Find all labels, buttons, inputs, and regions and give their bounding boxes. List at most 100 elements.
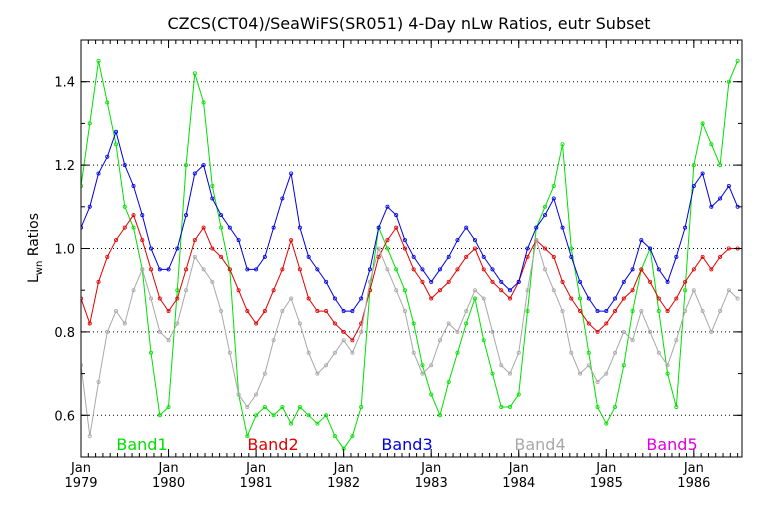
data-point-band2 [420, 279, 425, 284]
data-point-band1 [621, 363, 626, 368]
data-point-band3 [280, 196, 285, 201]
x-tick-month-label: Jan [70, 461, 91, 476]
data-point-band4 [621, 329, 626, 334]
data-point-band2 [376, 254, 381, 259]
data-point-band3 [367, 267, 372, 272]
data-point-band2 [691, 267, 696, 272]
data-point-band3 [595, 309, 600, 314]
data-point-band2 [332, 321, 337, 326]
data-point-band2 [87, 321, 92, 326]
data-point-band3 [306, 254, 311, 259]
data-point-band3 [402, 238, 407, 243]
data-point-band2 [630, 288, 635, 293]
data-point-band1 [464, 321, 469, 326]
data-point-band4 [525, 288, 530, 293]
data-point-band1 [525, 309, 530, 314]
data-point-band1 [420, 363, 425, 368]
data-point-band3 [551, 196, 556, 201]
data-point-band3 [569, 254, 574, 259]
data-point-band1 [245, 434, 250, 439]
data-point-band3 [481, 254, 486, 259]
chart-title: CZCS(CT04)/SeaWiFS(SR051) 4-Day nLw Rati… [167, 14, 650, 33]
data-point-band4 [184, 288, 189, 293]
data-point-band3 [157, 267, 162, 272]
y-axis-label-rest: Ratios [26, 213, 42, 261]
data-point-band4 [402, 309, 407, 314]
data-point-band3 [534, 225, 539, 230]
data-point-band1 [149, 350, 154, 355]
data-point-band1 [429, 392, 434, 397]
series-line-band4 [81, 240, 738, 437]
data-point-band2 [105, 254, 110, 259]
data-point-band1 [175, 288, 180, 293]
data-point-band1 [315, 421, 320, 426]
data-point-band2 [201, 225, 206, 230]
x-tick-month-label: Jan [333, 461, 354, 476]
data-point-band4 [648, 329, 653, 334]
x-tick-month-label: Jan [683, 461, 704, 476]
data-point-band4 [551, 288, 556, 293]
data-point-band2 [569, 296, 574, 301]
data-point-band4 [271, 338, 276, 343]
data-point-band1 [735, 58, 740, 63]
data-point-band3 [516, 279, 521, 284]
data-point-band1 [455, 350, 460, 355]
data-point-band2 [464, 254, 469, 259]
data-point-band1 [578, 296, 583, 301]
legend-entry-band1: Band1 [116, 435, 167, 454]
data-point-band2 [709, 267, 714, 272]
data-point-band2 [210, 246, 215, 251]
data-point-band4 [315, 371, 320, 376]
x-tick-year-label: 1983 [415, 476, 448, 491]
data-point-band1 [472, 296, 477, 301]
data-point-band1 [385, 246, 390, 251]
data-point-band4 [140, 267, 145, 272]
data-point-band2 [665, 309, 670, 314]
data-point-band1 [201, 100, 206, 105]
data-point-band1 [630, 309, 635, 314]
data-point-band1 [394, 267, 399, 272]
data-point-band1 [131, 225, 136, 230]
data-point-band4 [674, 338, 679, 343]
data-point-band1 [700, 121, 705, 126]
data-point-band2 [254, 321, 259, 326]
data-point-band1 [543, 204, 548, 209]
series-line-band1 [81, 60, 739, 450]
data-point-band2 [297, 267, 302, 272]
data-point-band2 [140, 238, 145, 243]
data-point-band4 [350, 350, 355, 355]
data-point-band4 [595, 379, 600, 384]
data-point-band2 [122, 225, 127, 230]
data-point-band1 [280, 404, 285, 409]
x-tick-month-label: Jan [158, 461, 179, 476]
data-point-band3 [184, 213, 189, 218]
data-point-band4 [210, 279, 215, 284]
data-point-band3 [543, 213, 548, 218]
axes: 0.60.81.01.21.4Jan1979Jan1980Jan1981Jan1… [54, 39, 743, 491]
data-point-band1 [254, 413, 259, 418]
y-tick-label: 0.8 [54, 326, 75, 341]
data-point-band4 [87, 434, 92, 439]
data-point-band3 [560, 225, 565, 230]
data-point-band1 [166, 404, 171, 409]
data-point-band4 [262, 371, 267, 376]
x-tick-month-label: Jan [508, 461, 529, 476]
data-point-band2 [490, 279, 495, 284]
data-point-band4 [735, 296, 740, 301]
data-point-band2 [472, 246, 477, 251]
data-point-band4 [394, 288, 399, 293]
legend-entry-band4: Band4 [514, 435, 565, 454]
data-point-band4 [613, 350, 618, 355]
data-point-band1 [586, 350, 591, 355]
data-point-band2 [262, 309, 267, 314]
data-point-band4 [96, 379, 101, 384]
data-point-band3 [289, 171, 294, 176]
data-point-band4 [464, 309, 469, 314]
data-point-band2 [578, 309, 583, 314]
data-point-band3 [350, 309, 355, 314]
data-point-band3 [236, 238, 241, 243]
data-point-band2 [394, 225, 399, 230]
data-point-band2 [280, 267, 285, 272]
data-point-band4 [604, 371, 609, 376]
